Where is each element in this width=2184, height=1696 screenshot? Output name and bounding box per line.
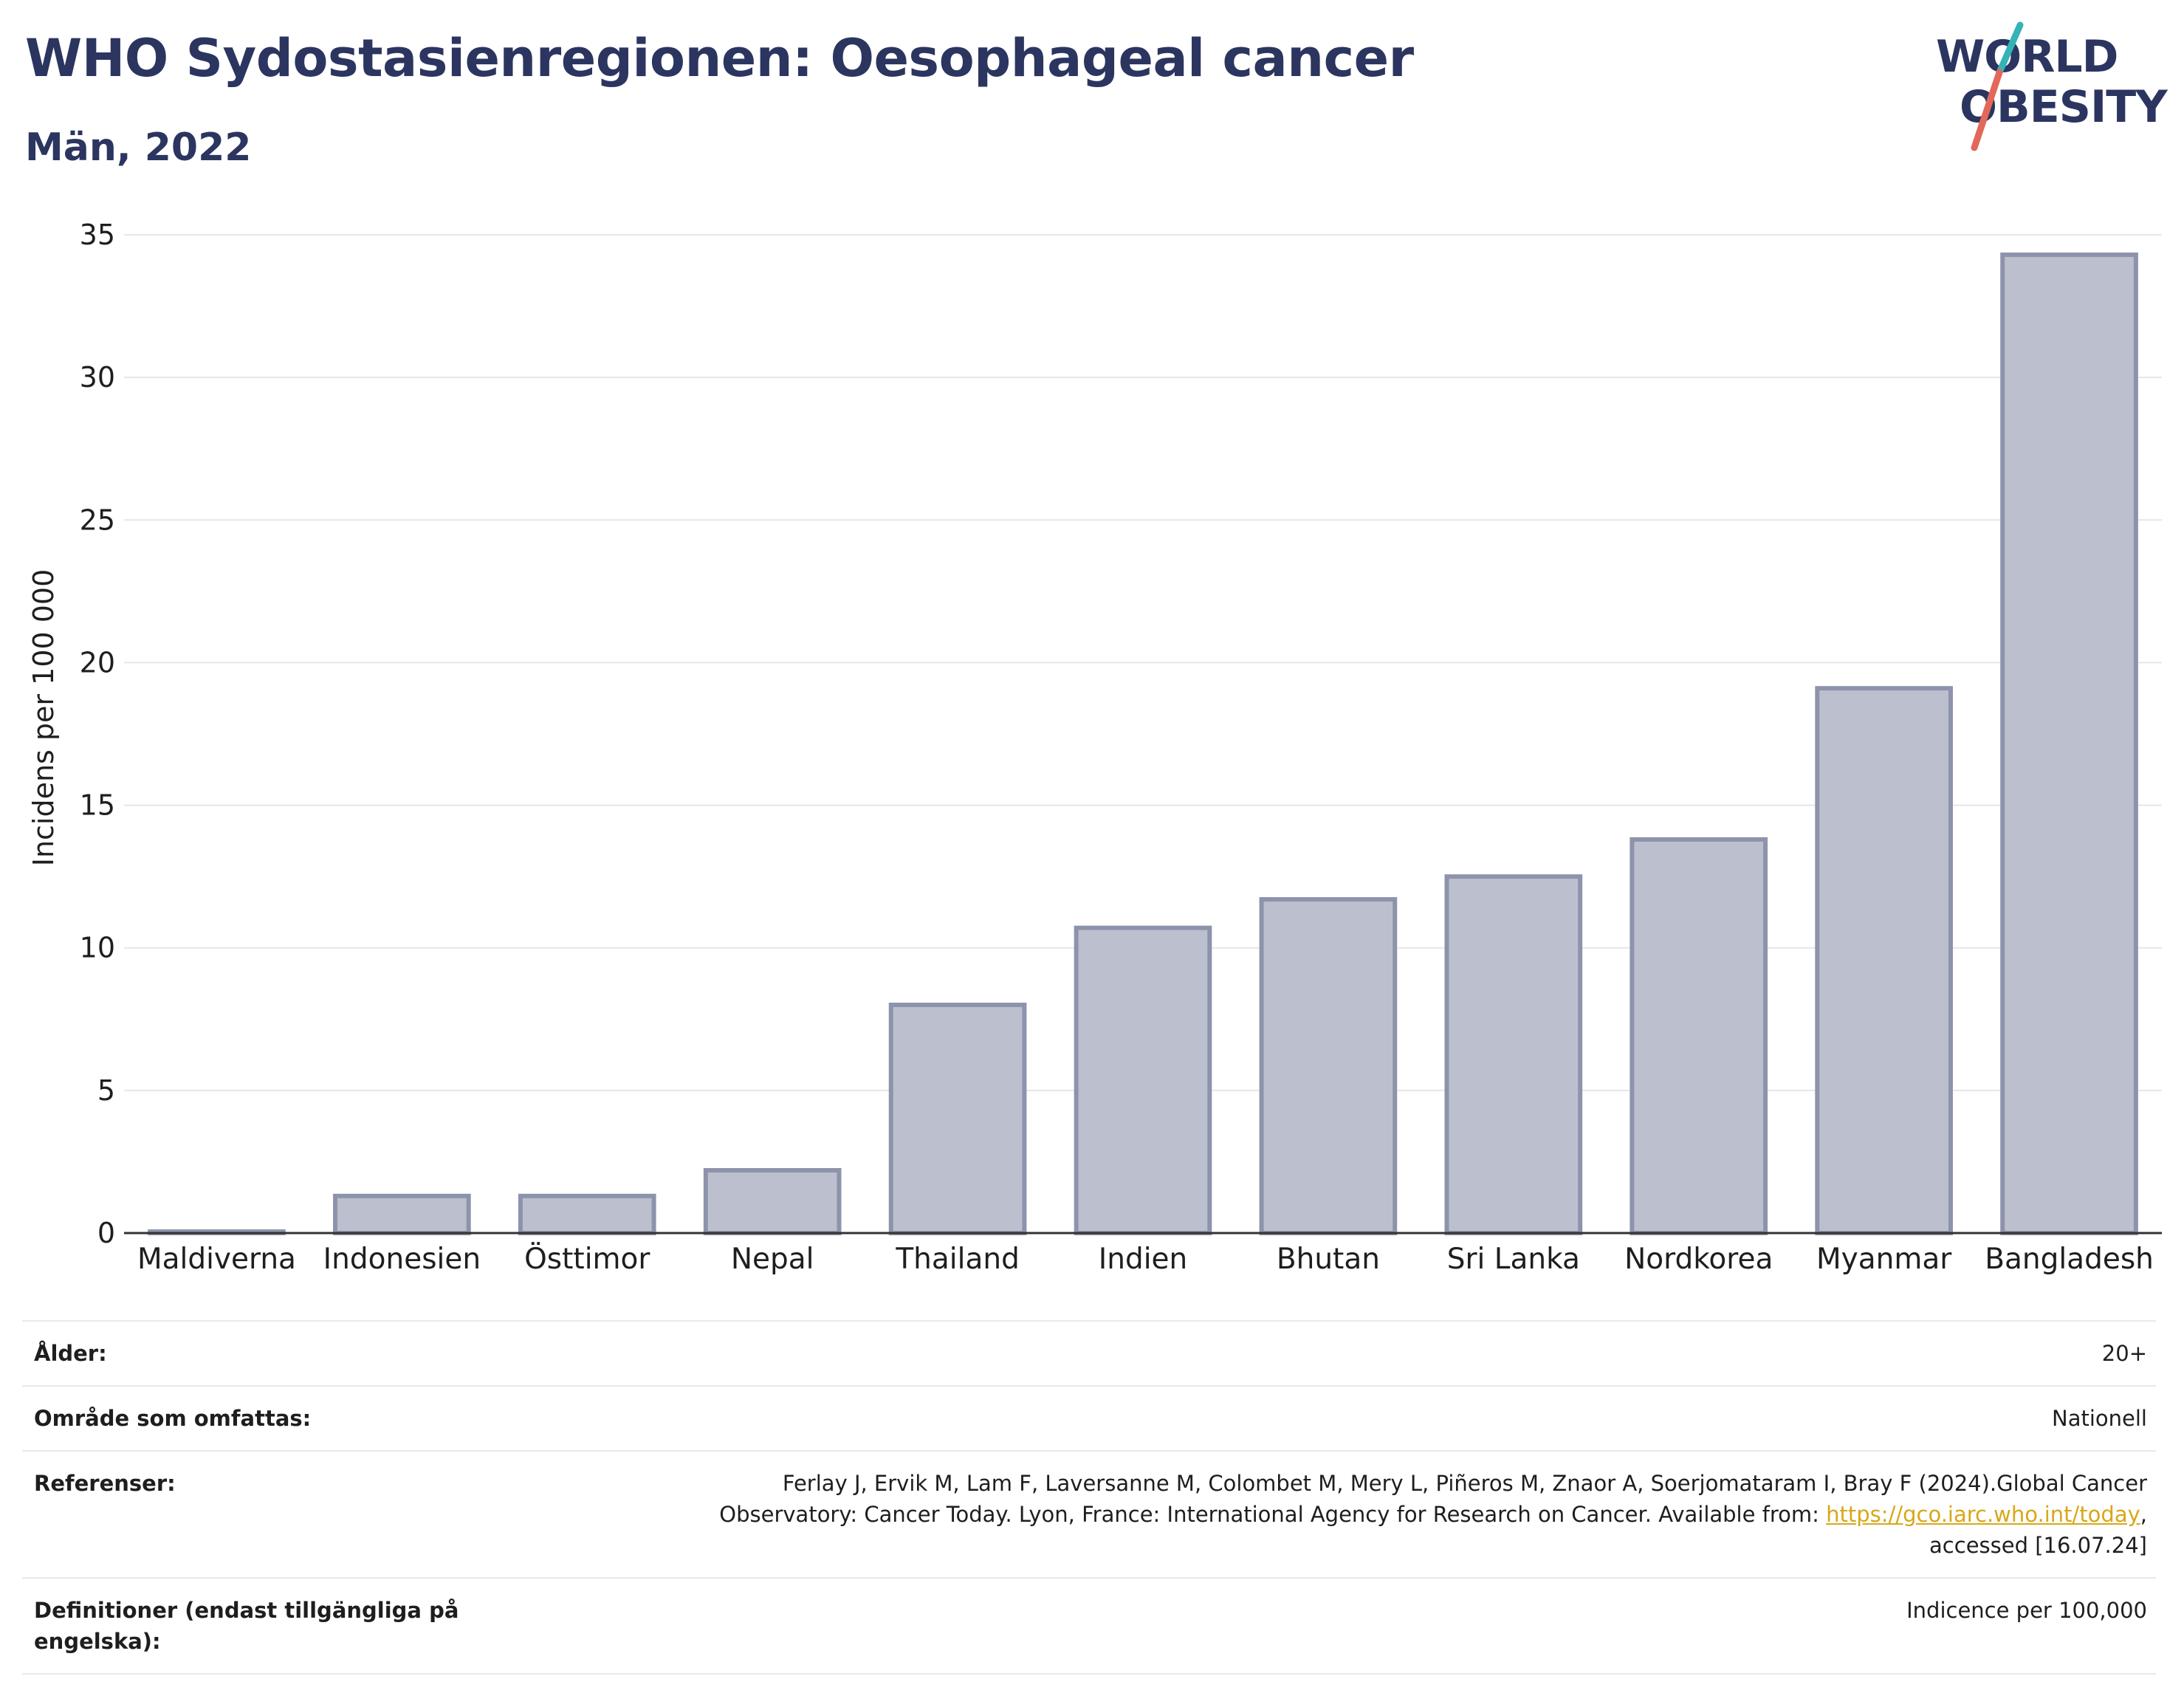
x-tick-label: Myanmar bbox=[1816, 1243, 1952, 1276]
logo-word-world: WORLD bbox=[1936, 31, 2118, 83]
y-tick-label: 25 bbox=[80, 504, 115, 536]
info-value-age: 20+ bbox=[560, 1320, 2156, 1387]
x-tick-label: Nepal bbox=[731, 1243, 814, 1276]
x-tick-label: Thailand bbox=[895, 1243, 1019, 1276]
info-row-area: Område som omfattas: Nationell bbox=[22, 1385, 2156, 1452]
logo-slash-icon bbox=[1971, 21, 2024, 151]
x-tick-label: Maldiverna bbox=[137, 1243, 296, 1276]
info-row-definitions: Definitioner (endast tillgängliga på eng… bbox=[22, 1577, 2156, 1675]
definitions-label-line-1: Definitioner (endast tillgängliga på bbox=[34, 1598, 459, 1623]
bar bbox=[1444, 874, 1583, 1236]
info-label-age: Ålder: bbox=[22, 1320, 560, 1387]
bar bbox=[888, 1002, 1027, 1235]
bars bbox=[148, 253, 2138, 1236]
y-tick-label: 30 bbox=[80, 361, 115, 394]
bar bbox=[1074, 925, 1212, 1235]
x-tick-label: Nordkorea bbox=[1624, 1243, 1773, 1276]
y-tick-labels: 0 5 10 15 20 25 30 35 bbox=[80, 219, 115, 1249]
x-tick-label: Indonesien bbox=[323, 1243, 481, 1276]
y-tick-label: 5 bbox=[97, 1074, 115, 1107]
bar bbox=[703, 1168, 842, 1235]
info-table: Ålder: 20+ Område som omfattas: Nationel… bbox=[22, 1320, 2156, 1675]
x-tick-label: Östtimor bbox=[524, 1242, 650, 1276]
reference-link[interactable]: https://gco.iarc.who.int/today bbox=[1826, 1502, 2140, 1527]
info-label-references: Referenser: bbox=[22, 1450, 560, 1579]
x-tick-label: Bhutan bbox=[1277, 1243, 1380, 1276]
y-tick-label: 35 bbox=[80, 219, 115, 251]
bar-chart: 0 5 10 15 20 25 30 35 Maldiverna Indonesien Östti… bbox=[27, 219, 2162, 1276]
x-tick-labels: Maldiverna Indonesien Östtimor Nepal Thailan… bbox=[137, 1242, 2154, 1276]
x-tick-label: Sri Lanka bbox=[1447, 1243, 1580, 1276]
bar bbox=[1259, 897, 1398, 1235]
reference-line-2: Observatory: Cancer Today. Lyon, France:… bbox=[719, 1502, 1827, 1527]
page-subtitle: Män, 2022 bbox=[25, 126, 252, 170]
info-value-area: Nationell bbox=[560, 1385, 2156, 1452]
y-tick-label: 0 bbox=[97, 1217, 115, 1249]
reference-line-3: accessed [16.07.24] bbox=[1929, 1533, 2147, 1558]
y-tick-label: 10 bbox=[80, 932, 115, 964]
bar bbox=[1815, 686, 1953, 1235]
definitions-label-line-2: engelska): bbox=[34, 1629, 161, 1654]
info-label-area: Område som omfattas: bbox=[22, 1385, 560, 1452]
reference-line-2-suffix: , bbox=[2140, 1502, 2147, 1527]
info-value-references: Ferlay J, Ervik M, Lam F, Laversanne M, … bbox=[560, 1450, 2156, 1579]
bar bbox=[2000, 253, 2138, 1235]
info-row-age: Ålder: 20+ bbox=[22, 1320, 2156, 1387]
y-tick-label: 15 bbox=[80, 789, 115, 822]
reference-line-1: Ferlay J, Ervik M, Lam F, Laversanne M, … bbox=[782, 1471, 2147, 1496]
bar bbox=[333, 1193, 471, 1235]
y-tick-label: 20 bbox=[80, 646, 115, 679]
world-obesity-logo: WORLD OBESITY bbox=[1927, 21, 2171, 154]
page-title: WHO Sydostasienregionen: Oesophageal can… bbox=[25, 28, 1414, 89]
bar bbox=[1630, 837, 1768, 1235]
info-row-references: Referenser: Ferlay J, Ervik M, Lam F, La… bbox=[22, 1450, 2156, 1579]
bar bbox=[518, 1193, 656, 1235]
x-tick-label: Indien bbox=[1099, 1243, 1188, 1276]
x-tick-label: Bangladesh bbox=[1985, 1243, 2154, 1276]
info-label-definitions: Definitioner (endast tillgängliga på eng… bbox=[22, 1577, 560, 1675]
info-value-definitions: Indicence per 100,000 bbox=[560, 1577, 2156, 1675]
y-axis-title: Incidens per 100 000 bbox=[27, 569, 60, 867]
